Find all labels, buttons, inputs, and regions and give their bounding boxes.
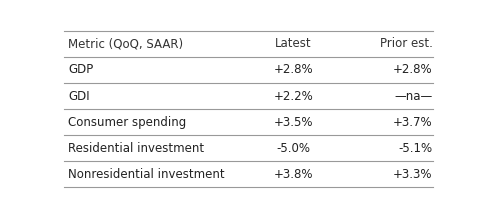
Text: Consumer spending: Consumer spending xyxy=(68,116,186,129)
Text: Nonresidential investment: Nonresidential investment xyxy=(68,168,224,181)
Text: +2.8%: +2.8% xyxy=(393,64,432,76)
Text: -5.1%: -5.1% xyxy=(398,142,432,155)
Text: +3.3%: +3.3% xyxy=(393,168,432,181)
Text: +2.8%: +2.8% xyxy=(273,64,313,76)
Text: Prior est.: Prior est. xyxy=(379,37,432,51)
Text: +3.8%: +3.8% xyxy=(273,168,313,181)
Text: +2.2%: +2.2% xyxy=(273,90,313,103)
Text: —na—: —na— xyxy=(393,90,432,103)
Text: +3.7%: +3.7% xyxy=(393,116,432,129)
Text: GDP: GDP xyxy=(68,64,93,76)
Text: Latest: Latest xyxy=(275,37,311,51)
Text: Metric (QoQ, SAAR): Metric (QoQ, SAAR) xyxy=(68,37,183,51)
Text: Residential investment: Residential investment xyxy=(68,142,204,155)
Text: GDI: GDI xyxy=(68,90,90,103)
Text: +3.5%: +3.5% xyxy=(273,116,313,129)
Text: -5.0%: -5.0% xyxy=(276,142,310,155)
